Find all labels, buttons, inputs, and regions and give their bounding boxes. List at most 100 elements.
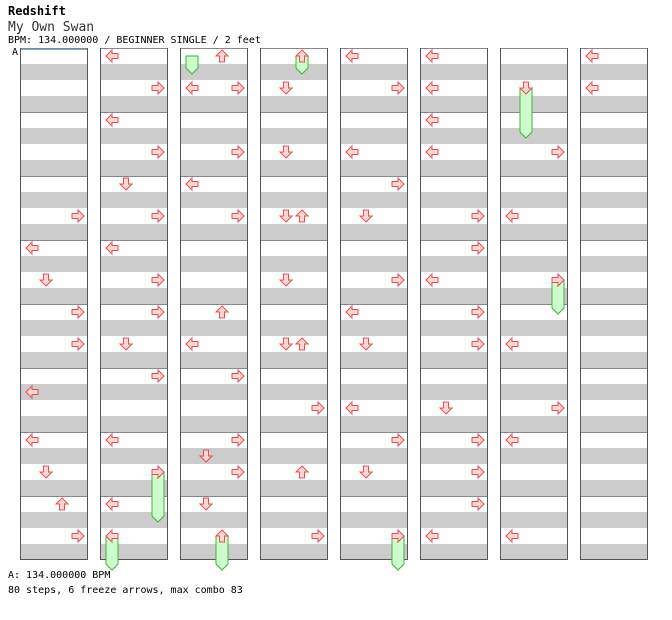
down-arrow-icon	[198, 497, 214, 511]
row-stripe	[341, 480, 407, 496]
measure-line	[341, 368, 407, 369]
left-arrow-icon	[345, 144, 359, 160]
bpm-marker-label: A	[12, 47, 19, 58]
row-stripe	[341, 320, 407, 336]
left-arrow-icon	[505, 208, 519, 224]
row-stripe	[101, 512, 167, 528]
measure-line	[501, 432, 567, 433]
left-arrow-icon	[185, 336, 199, 352]
right-arrow-icon	[471, 464, 485, 480]
up-arrow-icon	[294, 337, 310, 351]
measure-line	[181, 112, 247, 113]
row-stripe	[21, 352, 87, 368]
row-stripe	[261, 256, 327, 272]
down-arrow-icon	[358, 465, 374, 479]
row-stripe	[181, 352, 247, 368]
left-arrow-icon	[425, 48, 439, 64]
row-stripe	[341, 192, 407, 208]
measure-line	[501, 240, 567, 241]
left-arrow-icon	[185, 80, 199, 96]
row-stripe	[21, 192, 87, 208]
measure-line	[101, 432, 167, 433]
bpm-marker-line	[20, 49, 88, 50]
row-stripe	[181, 192, 247, 208]
right-arrow-icon	[151, 208, 165, 224]
right-arrow-icon	[151, 272, 165, 288]
row-stripe	[421, 544, 487, 560]
down-arrow-icon	[38, 465, 54, 479]
down-arrow-icon	[118, 177, 134, 191]
row-stripe	[181, 320, 247, 336]
row-stripe	[421, 512, 487, 528]
left-arrow-icon	[105, 432, 119, 448]
up-arrow-icon	[294, 465, 310, 479]
measure-line	[101, 304, 167, 305]
measure-line	[421, 48, 487, 49]
row-stripe	[341, 448, 407, 464]
down-arrow-icon	[278, 337, 294, 351]
chart-column	[180, 48, 248, 560]
down-arrow-icon	[198, 449, 214, 463]
measure-line	[21, 368, 87, 369]
up-arrow-icon	[294, 209, 310, 223]
chart-column	[580, 48, 648, 560]
row-stripe	[581, 64, 647, 80]
right-arrow-icon	[471, 240, 485, 256]
row-stripe	[101, 288, 167, 304]
down-arrow-icon	[118, 337, 134, 351]
chart-column	[420, 48, 488, 560]
left-arrow-icon	[425, 272, 439, 288]
row-stripe	[21, 320, 87, 336]
song-artist: Redshift	[8, 4, 66, 18]
right-arrow-icon	[231, 144, 245, 160]
row-stripe	[181, 224, 247, 240]
row-stripe	[21, 256, 87, 272]
row-stripe	[261, 192, 327, 208]
row-stripe	[21, 544, 87, 560]
measure-line	[261, 176, 327, 177]
footer-bpm: A: 134.000000 BPM	[8, 570, 111, 581]
row-stripe	[181, 256, 247, 272]
row-stripe	[501, 160, 567, 176]
measure-line	[581, 304, 647, 305]
row-stripe	[501, 448, 567, 464]
row-stripe	[21, 416, 87, 432]
right-arrow-icon	[551, 272, 565, 288]
row-stripe	[341, 224, 407, 240]
right-arrow-icon	[231, 432, 245, 448]
measure-line	[261, 240, 327, 241]
row-stripe	[581, 384, 647, 400]
row-stripe	[101, 256, 167, 272]
right-arrow-icon	[71, 336, 85, 352]
measure-line	[501, 304, 567, 305]
row-stripe	[181, 512, 247, 528]
up-arrow-icon	[214, 305, 230, 319]
measure-line	[341, 112, 407, 113]
chart-column	[20, 48, 88, 560]
right-arrow-icon	[471, 304, 485, 320]
left-arrow-icon	[185, 176, 199, 192]
left-arrow-icon	[585, 48, 599, 64]
row-stripe	[581, 96, 647, 112]
row-stripe	[21, 480, 87, 496]
measure-line	[261, 112, 327, 113]
measure-line	[421, 112, 487, 113]
row-stripe	[101, 160, 167, 176]
row-stripe	[501, 352, 567, 368]
row-stripe	[581, 416, 647, 432]
row-stripe	[581, 192, 647, 208]
row-stripe	[581, 128, 647, 144]
left-arrow-icon	[585, 80, 599, 96]
measure-line	[501, 48, 567, 49]
row-stripe	[101, 448, 167, 464]
row-stripe	[181, 128, 247, 144]
measure-line	[341, 496, 407, 497]
up-arrow-icon	[214, 49, 230, 63]
measure-line	[181, 176, 247, 177]
right-arrow-icon	[231, 80, 245, 96]
row-stripe	[181, 384, 247, 400]
row-stripe	[181, 288, 247, 304]
down-arrow-icon	[518, 81, 534, 95]
song-title: My Own Swan	[8, 20, 95, 35]
row-stripe	[21, 512, 87, 528]
